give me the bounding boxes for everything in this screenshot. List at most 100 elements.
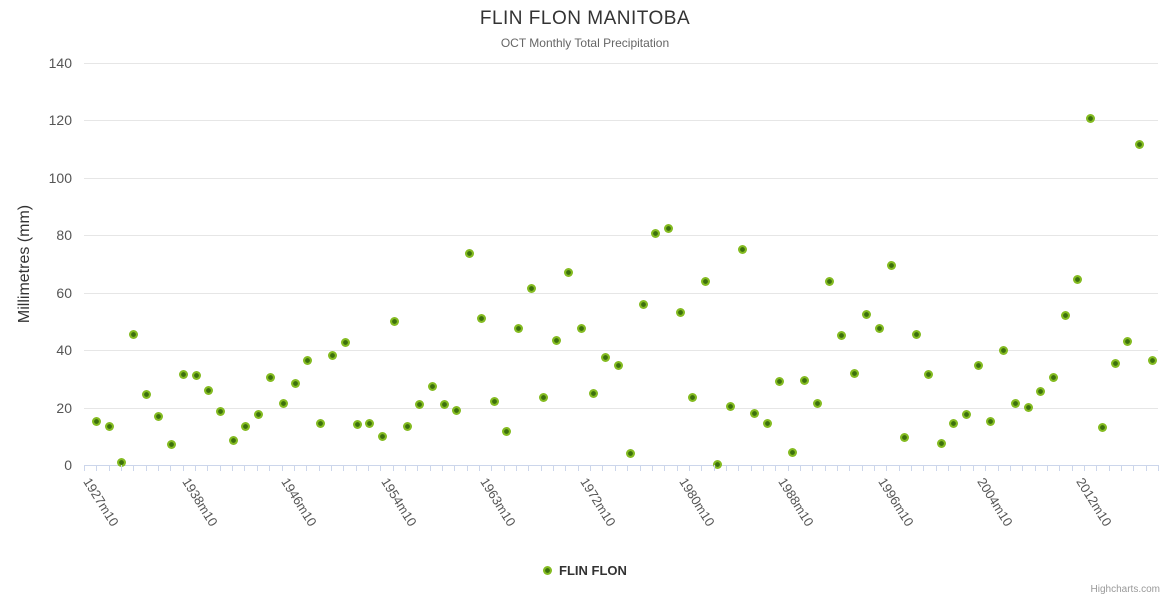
data-point[interactable] — [427, 381, 437, 391]
data-point[interactable] — [1036, 387, 1046, 397]
data-point[interactable] — [402, 421, 412, 431]
data-point[interactable] — [564, 268, 574, 278]
data-point[interactable] — [353, 420, 363, 430]
x-tick — [997, 465, 999, 471]
data-point[interactable] — [203, 385, 213, 395]
data-point[interactable] — [601, 352, 611, 362]
data-point[interactable] — [986, 417, 996, 427]
data-point[interactable] — [613, 361, 623, 371]
data-point[interactable] — [1110, 358, 1120, 368]
data-point[interactable] — [713, 459, 723, 469]
data-point[interactable] — [663, 223, 673, 233]
data-point[interactable] — [92, 417, 102, 427]
data-point[interactable] — [278, 398, 288, 408]
data-point[interactable] — [837, 331, 847, 341]
x-tick — [479, 465, 481, 471]
x-tick — [540, 465, 542, 471]
data-point[interactable] — [141, 390, 151, 400]
data-point[interactable] — [1123, 337, 1133, 347]
data-point[interactable] — [104, 421, 114, 431]
data-point[interactable] — [166, 440, 176, 450]
legend-item-flin-flon[interactable]: FLIN FLON — [0, 563, 1170, 578]
data-point[interactable] — [1011, 398, 1021, 408]
data-point[interactable] — [129, 329, 139, 339]
data-point[interactable] — [688, 393, 698, 403]
highcharts-credits-link[interactable]: Highcharts.com — [1090, 584, 1160, 595]
data-point[interactable] — [824, 276, 834, 286]
data-point[interactable] — [738, 245, 748, 255]
data-point[interactable] — [675, 308, 685, 318]
x-tick — [787, 465, 789, 471]
data-point[interactable] — [216, 407, 226, 417]
data-point[interactable] — [862, 309, 872, 319]
data-point[interactable] — [812, 398, 822, 408]
data-point[interactable] — [998, 345, 1008, 355]
data-point[interactable] — [551, 335, 561, 345]
data-point[interactable] — [1085, 114, 1095, 124]
data-point[interactable] — [365, 418, 375, 428]
data-point[interactable] — [700, 276, 710, 286]
data-point[interactable] — [1060, 311, 1070, 321]
y-tick-label: 60 — [56, 284, 72, 301]
data-point[interactable] — [651, 229, 661, 239]
data-point[interactable] — [1048, 372, 1058, 382]
x-tick — [1158, 465, 1159, 471]
data-point[interactable] — [266, 372, 276, 382]
data-point[interactable] — [725, 401, 735, 411]
legend-marker-icon — [543, 566, 553, 575]
data-point[interactable] — [800, 375, 810, 385]
data-point[interactable] — [154, 411, 164, 421]
x-tick — [849, 465, 851, 471]
data-point[interactable] — [899, 433, 909, 443]
data-point[interactable] — [502, 427, 512, 437]
data-point[interactable] — [1098, 423, 1108, 433]
data-point[interactable] — [377, 431, 387, 441]
data-point[interactable] — [911, 329, 921, 339]
data-point[interactable] — [514, 324, 524, 334]
data-point[interactable] — [638, 299, 648, 309]
data-point[interactable] — [1023, 403, 1033, 413]
data-point[interactable] — [328, 351, 338, 361]
data-point[interactable] — [253, 410, 263, 420]
x-axis-line — [84, 465, 1158, 466]
data-point[interactable] — [489, 397, 499, 407]
data-point[interactable] — [949, 418, 959, 428]
data-point[interactable] — [974, 361, 984, 371]
data-point[interactable] — [589, 388, 598, 398]
data-point[interactable] — [924, 370, 934, 380]
data-point[interactable] — [762, 418, 772, 428]
data-point[interactable] — [775, 377, 785, 387]
data-point[interactable] — [526, 283, 536, 293]
data-point[interactable] — [415, 400, 425, 410]
data-point[interactable] — [241, 421, 251, 431]
data-point[interactable] — [874, 324, 884, 334]
data-point[interactable] — [290, 378, 300, 388]
data-point[interactable] — [961, 410, 971, 420]
data-point[interactable] — [452, 405, 462, 415]
data-point[interactable] — [439, 400, 449, 410]
data-point[interactable] — [887, 260, 897, 270]
data-point[interactable] — [315, 418, 325, 428]
data-point[interactable] — [117, 457, 127, 467]
data-point[interactable] — [340, 338, 350, 348]
data-point[interactable] — [750, 408, 760, 418]
data-point[interactable] — [477, 314, 487, 324]
data-point[interactable] — [849, 368, 859, 378]
data-point[interactable] — [1135, 140, 1145, 150]
data-point[interactable] — [576, 324, 586, 334]
data-point[interactable] — [179, 370, 189, 380]
data-point[interactable] — [303, 355, 313, 365]
data-point[interactable] — [228, 436, 238, 446]
data-point[interactable] — [1073, 275, 1083, 285]
y-tick-label: 80 — [56, 227, 72, 244]
data-point[interactable] — [539, 393, 549, 403]
data-point[interactable] — [191, 371, 201, 381]
data-point[interactable] — [1147, 355, 1157, 365]
data-point[interactable] — [464, 249, 474, 259]
x-tick-label: 1980m10 — [676, 475, 718, 529]
data-point[interactable] — [936, 438, 946, 448]
data-point[interactable] — [626, 449, 636, 458]
data-point[interactable] — [390, 316, 400, 326]
x-tick — [1009, 465, 1011, 471]
data-point[interactable] — [787, 447, 797, 457]
